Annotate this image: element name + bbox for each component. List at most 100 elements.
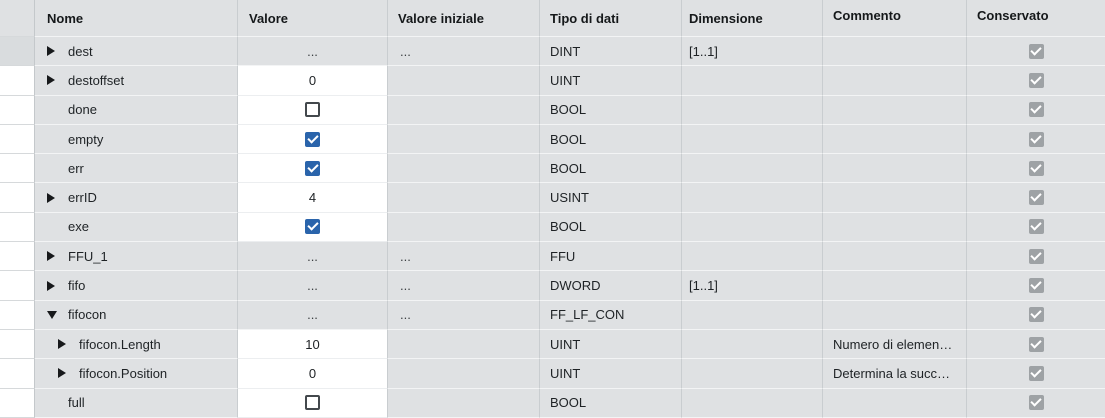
dimension-cell: [1..1] xyxy=(682,37,823,67)
value-checkbox-checked-icon[interactable] xyxy=(305,160,320,176)
name-cell[interactable]: done xyxy=(35,95,238,125)
variable-name: fifocon.Length xyxy=(79,336,161,352)
table-row[interactable]: errID 4 USINT xyxy=(0,183,1105,213)
column-header-label: Nome xyxy=(47,10,84,26)
row-gutter-cell[interactable] xyxy=(0,271,35,301)
row-gutter-cell[interactable] xyxy=(0,300,35,330)
expander-collapsed-icon[interactable] xyxy=(47,75,55,86)
row-gutter-cell[interactable] xyxy=(0,66,35,96)
row-gutter-cell[interactable] xyxy=(0,329,35,360)
expander-collapsed-icon[interactable] xyxy=(47,192,55,203)
value-checkbox-unchecked-icon[interactable] xyxy=(305,102,320,118)
value-cell[interactable]: 10 xyxy=(238,329,388,360)
retained-cell xyxy=(967,271,1105,301)
retained-cell xyxy=(967,154,1105,184)
initial-value-cell: ... xyxy=(388,300,540,330)
expander-expanded-icon[interactable] xyxy=(47,310,57,319)
dimension-cell xyxy=(682,329,823,360)
name-cell[interactable]: err xyxy=(35,154,238,184)
datatype-text: FFU xyxy=(550,248,576,264)
table-row[interactable]: FFU_1...... FFU xyxy=(0,242,1105,272)
row-gutter-cell[interactable] xyxy=(0,242,35,272)
column-header-valore[interactable]: Valore xyxy=(238,0,388,37)
row-gutter-cell[interactable] xyxy=(0,388,35,418)
expander-collapsed-icon[interactable] xyxy=(47,46,55,57)
dimension-cell xyxy=(682,300,823,330)
column-header-tipo[interactable]: Tipo di dati xyxy=(540,0,682,37)
retained-cell xyxy=(967,66,1105,96)
table-row[interactable]: fifocon.Length 10 UINT Numero di elemen… xyxy=(0,329,1105,360)
table-row[interactable]: err BOOL xyxy=(0,154,1105,184)
value-cell[interactable] xyxy=(238,212,388,243)
value-text: ... xyxy=(307,248,318,264)
value-cell[interactable]: 0 xyxy=(238,66,388,96)
column-header-dimensione[interactable]: Dimensione xyxy=(682,0,823,37)
column-header-nome[interactable]: Nome xyxy=(35,0,238,37)
row-gutter-cell[interactable] xyxy=(0,95,35,125)
value-checkbox-unchecked-icon[interactable] xyxy=(305,395,320,411)
table-row[interactable]: fifocon.Position 0 UINT Determina la succ… xyxy=(0,359,1105,389)
table-row[interactable]: full BOOL xyxy=(0,388,1105,418)
datatype-text: BOOL xyxy=(550,102,587,118)
name-cell[interactable]: dest xyxy=(35,37,238,67)
column-header-label: Dimensione xyxy=(689,10,763,26)
value-cell[interactable] xyxy=(238,124,388,155)
datatype-cell: USINT xyxy=(540,183,682,213)
initial-value-cell xyxy=(388,329,540,360)
initial-value-cell xyxy=(388,183,540,213)
value-cell[interactable] xyxy=(238,388,388,418)
row-gutter-cell[interactable] xyxy=(0,212,35,243)
row-gutter-cell[interactable] xyxy=(0,359,35,389)
retained-checkbox-checked-icon xyxy=(1028,307,1044,323)
name-cell[interactable]: fifocon xyxy=(35,300,238,330)
row-gutter-cell[interactable] xyxy=(0,154,35,184)
table-row[interactable]: fifocon...... FF_LF_CON xyxy=(0,300,1105,330)
name-cell[interactable]: exe xyxy=(35,212,238,243)
name-cell[interactable]: fifocon.Position xyxy=(35,359,238,389)
table-row[interactable]: fifo...... DWORD [1..1] xyxy=(0,271,1105,301)
row-gutter-cell[interactable] xyxy=(0,183,35,213)
retained-cell xyxy=(967,124,1105,155)
row-gutter-cell[interactable] xyxy=(0,37,35,67)
name-cell[interactable]: destoffset xyxy=(35,66,238,96)
name-cell[interactable]: errID xyxy=(35,183,238,213)
value-cell[interactable]: 0 xyxy=(238,359,388,389)
expander-collapsed-icon[interactable] xyxy=(47,280,55,291)
table-row[interactable]: dest...... DINT [1..1] xyxy=(0,37,1105,67)
name-cell[interactable]: empty xyxy=(35,124,238,155)
name-cell[interactable]: fifocon.Length xyxy=(35,329,238,360)
expander-collapsed-icon[interactable] xyxy=(58,368,66,379)
expander-collapsed-icon[interactable] xyxy=(58,339,66,350)
row-gutter-cell[interactable] xyxy=(0,124,35,155)
initial-value-text: ... xyxy=(400,43,411,59)
name-cell[interactable]: FFU_1 xyxy=(35,242,238,272)
column-header-commento[interactable]: Commento xyxy=(823,0,967,37)
column-header-valore_iniziale[interactable]: Valore iniziale xyxy=(388,0,540,37)
retained-checkbox-checked-icon xyxy=(1028,72,1044,88)
value-cell[interactable] xyxy=(238,95,388,125)
dimension-text: [1..1] xyxy=(689,278,718,294)
value-checkbox-checked-icon[interactable] xyxy=(305,131,320,147)
expander-slot xyxy=(47,192,68,203)
table-row[interactable]: done BOOL xyxy=(0,95,1105,125)
table-row[interactable]: destoffset 0 UINT xyxy=(0,66,1105,96)
name-cell[interactable]: fifo xyxy=(35,271,238,301)
value-text: ... xyxy=(307,307,318,323)
expander-collapsed-icon[interactable] xyxy=(47,251,55,262)
value-checkbox-checked-icon[interactable] xyxy=(305,219,320,235)
column-header-conservato[interactable]: Conservato xyxy=(967,0,1105,37)
retained-checkbox-checked-icon xyxy=(1028,278,1044,294)
name-cell[interactable]: full xyxy=(35,388,238,418)
table-row[interactable]: exe BOOL xyxy=(0,212,1105,243)
datatype-text: DINT xyxy=(550,43,581,59)
table-row[interactable]: empty BOOL xyxy=(0,124,1105,155)
value-cell[interactable]: 4 xyxy=(238,183,388,213)
table-body: dest...... DINT [1..1] destoffset 0 UINT done B… xyxy=(0,37,1105,418)
column-header-label: Tipo di dati xyxy=(550,10,620,26)
dimension-cell xyxy=(682,154,823,184)
comment-cell xyxy=(823,183,967,213)
expander-slot xyxy=(47,280,68,291)
datatype-cell: UINT xyxy=(540,359,682,389)
value-cell[interactable] xyxy=(238,154,388,184)
